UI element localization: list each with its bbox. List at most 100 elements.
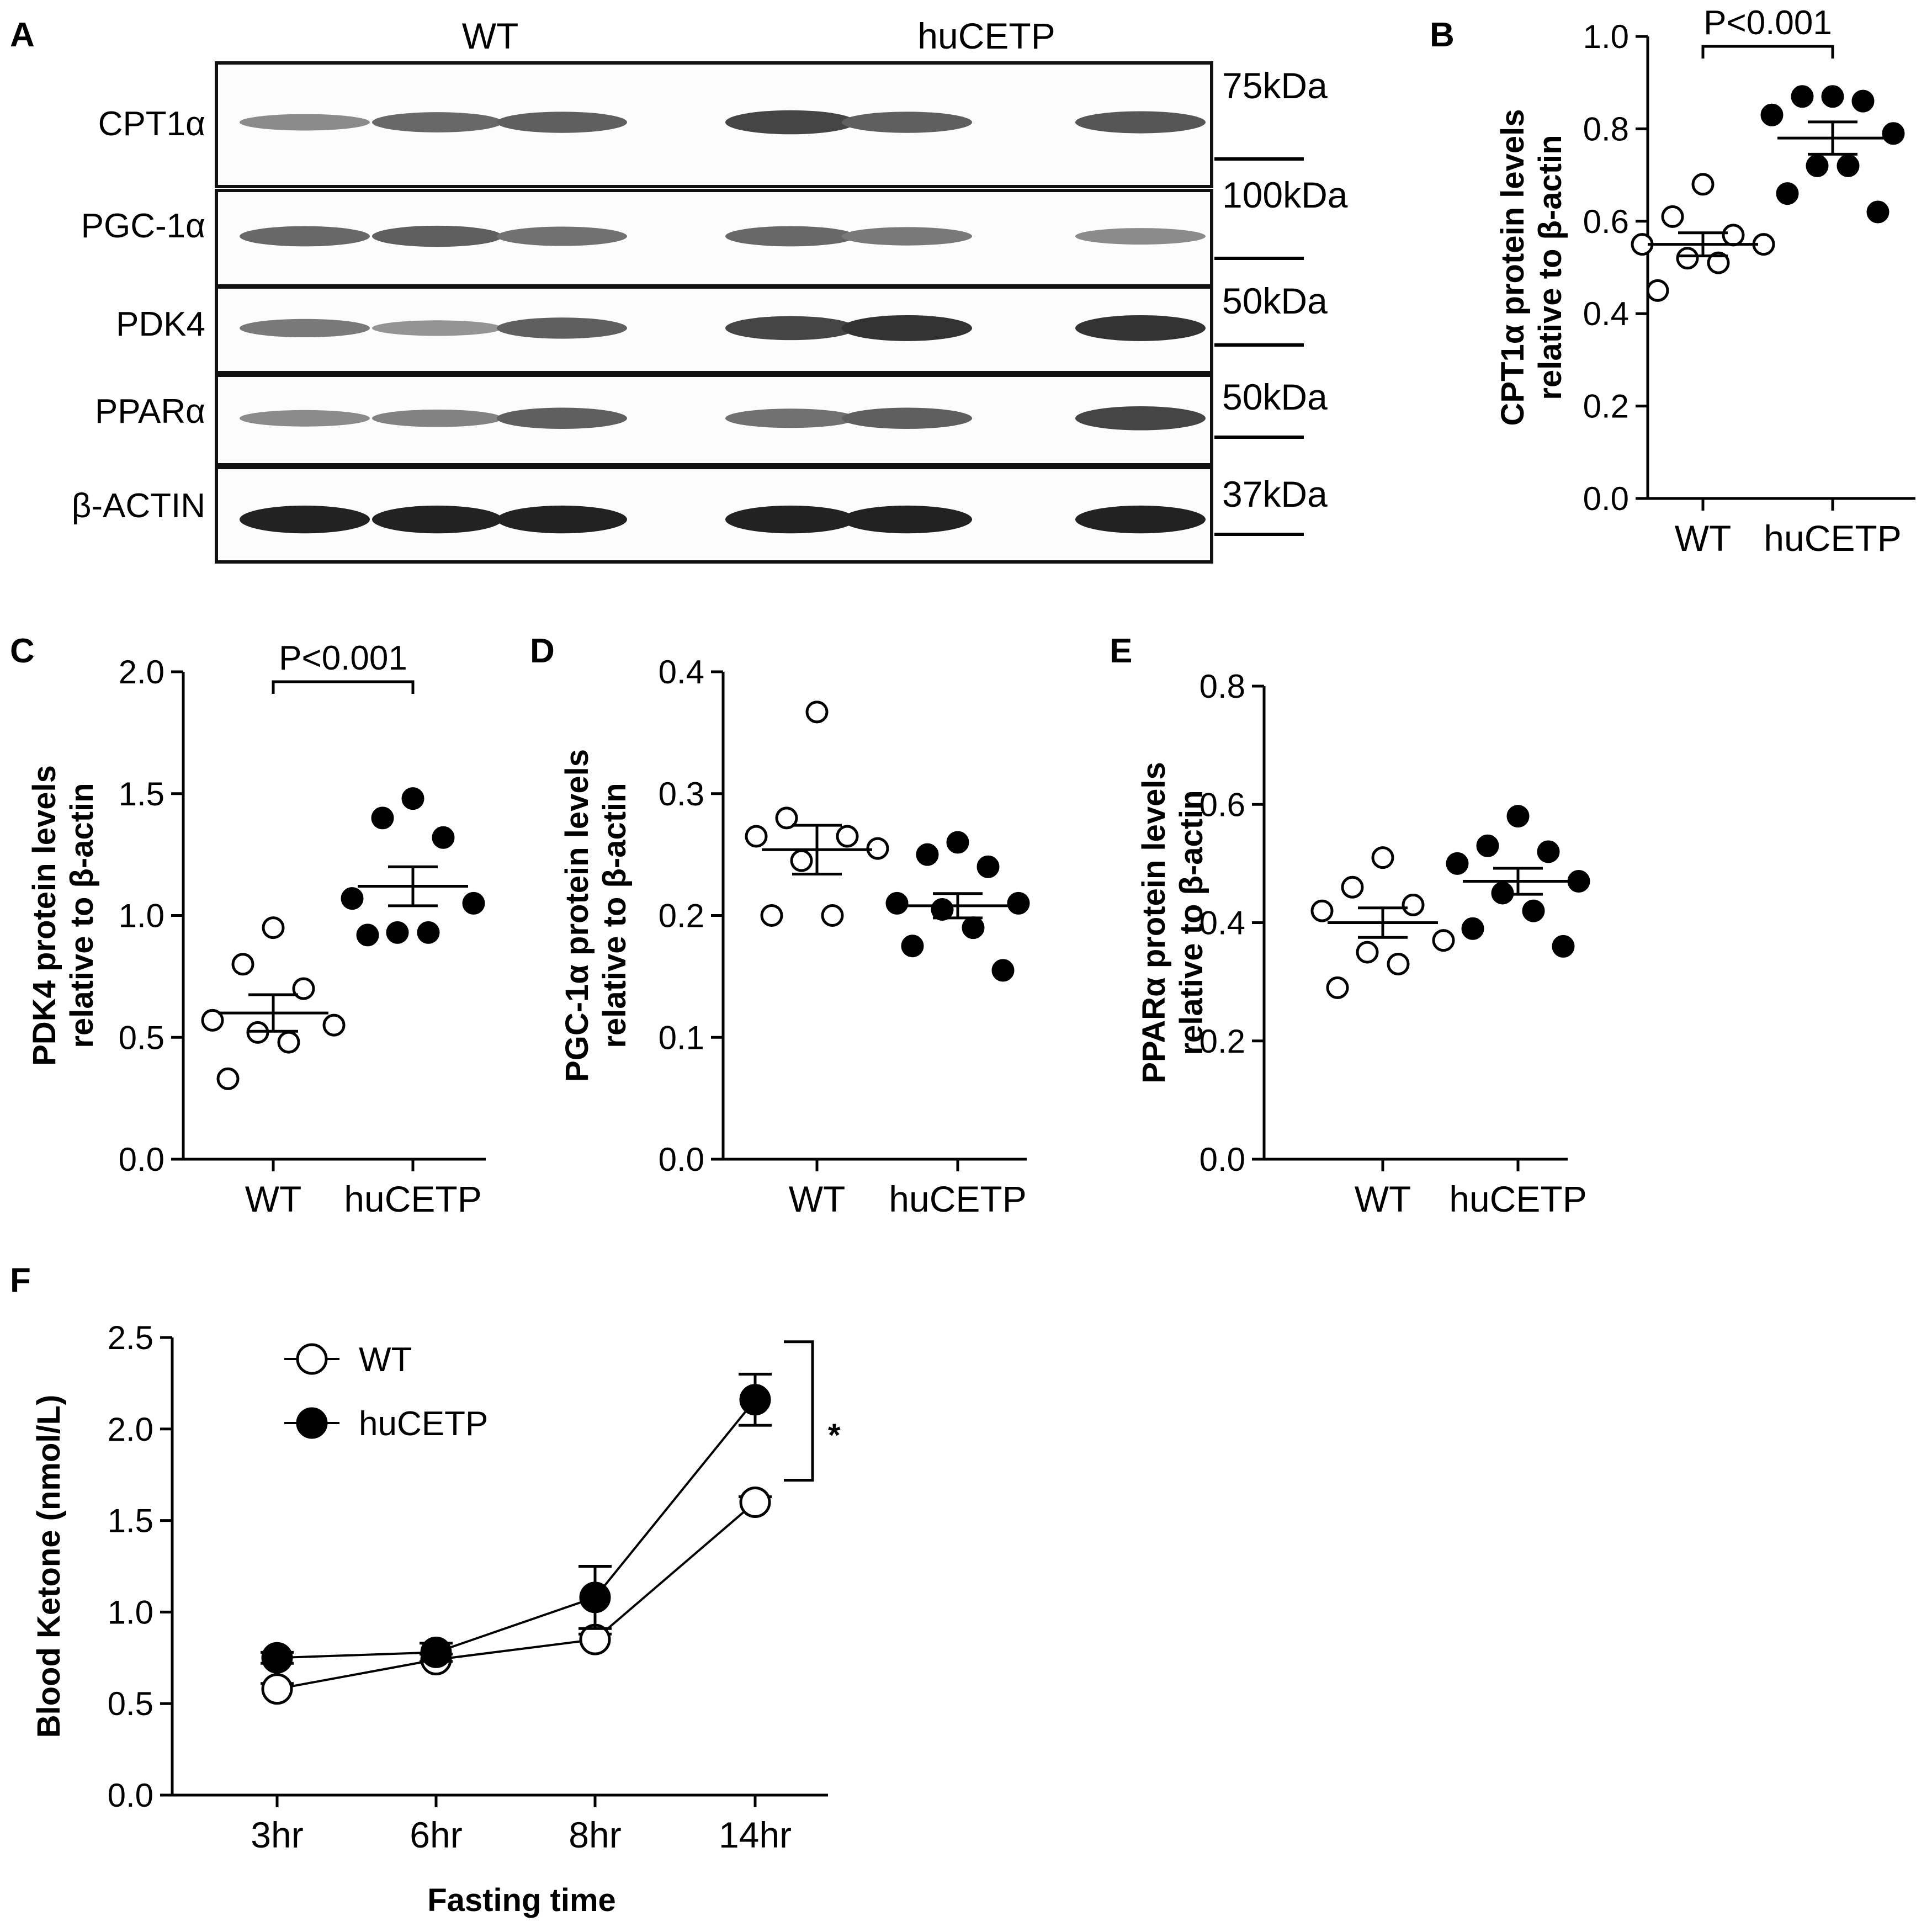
y-tick-label: 0.6 [1583, 203, 1629, 240]
hucetp-data-point [901, 935, 924, 958]
wt-data-point [775, 806, 798, 830]
y-tick-label: 0.0 [1199, 1141, 1245, 1178]
y-tick-label: 0.3 [659, 776, 704, 813]
hucetp-data-point [1760, 103, 1784, 126]
wt-data-point [1676, 247, 1699, 270]
blot-group-label: huCETP [917, 15, 1055, 56]
blot-band [497, 317, 627, 339]
panel-letter: B [1430, 16, 1455, 54]
blot-band [1075, 228, 1206, 245]
y-tick-label: 0.0 [108, 1777, 153, 1814]
legend-marker [296, 1407, 328, 1439]
y-tick-label: 1.5 [119, 776, 164, 813]
y-tick-label: 0.8 [1583, 110, 1629, 147]
panel-e-chart: E 0.0 0.2 0.4 0.6 0.8 WT huCETP PPARα protein le… [1110, 632, 1590, 1219]
blot-row-label: CPT1α [98, 105, 205, 143]
x-category-label: huCETP [1449, 1179, 1586, 1219]
blot-row-label: PPARα [95, 392, 205, 431]
legend-label: huCETP [359, 1405, 488, 1443]
hucetp-data-point [1461, 917, 1484, 940]
wt-data-point [805, 700, 829, 724]
panel-d-chart: D 0.0 0.1 0.2 0.3 0.4 WT huCETP PGC-1α protein l… [530, 632, 1030, 1219]
wt-data-point [1646, 279, 1669, 302]
blot-band [725, 316, 856, 341]
hucetp-data-point [1866, 200, 1889, 224]
panel-letter: E [1110, 632, 1132, 670]
hucetp-data-point [386, 921, 409, 944]
blot-band [497, 505, 627, 534]
blot-band [240, 410, 370, 427]
hucetp-data-point [1837, 154, 1860, 177]
wt-data-point [1356, 941, 1379, 964]
blot-band [725, 110, 856, 135]
blot-band [240, 505, 370, 534]
hucetp-data-point [579, 1581, 611, 1613]
panel-letter: C [10, 632, 35, 670]
panel-letter: F [10, 1261, 31, 1299]
hucetp-data-point [1537, 840, 1560, 863]
hucetp-data-point [401, 787, 424, 810]
x-category-label: WT [245, 1179, 302, 1219]
hucetp-data-point [946, 831, 969, 854]
p-value-label: P<0.001 [1703, 4, 1832, 42]
y-tick-label: 1.5 [108, 1503, 153, 1540]
blot-band [240, 226, 370, 247]
hucetp-data-point [1007, 891, 1030, 915]
hucetp-series-line [277, 1399, 756, 1659]
blot-row-label: β-ACTIN [72, 487, 205, 525]
hucetp-data-point [1806, 154, 1829, 177]
blot-strip [215, 374, 1213, 466]
significance-asterisk: * [828, 1418, 841, 1453]
hucetp-data-point [1851, 89, 1875, 113]
y-tick-label: 0.4 [659, 654, 704, 691]
blot-band [725, 408, 856, 428]
hucetp-data-point [1522, 899, 1545, 922]
wt-data-point [1722, 224, 1745, 247]
panel-a-letter: A [10, 16, 35, 54]
y-axis-label-line2: relative to β-actin [1532, 135, 1568, 400]
x-tick-label: 6hr [410, 1814, 462, 1855]
x-tick-label: 8hr [569, 1814, 621, 1855]
hucetp-data-point [420, 1636, 452, 1668]
y-axis-label-line1: PPARα protein levels [1136, 762, 1172, 1084]
blot-kda-label: 75kDa [1222, 65, 1328, 106]
blot-kda-label: 50kDa [1222, 280, 1328, 321]
blot-kda-label: 50kDa [1222, 376, 1328, 417]
hucetp-data-point [1882, 122, 1905, 145]
blot-band [1075, 111, 1206, 134]
hucetp-data-point [432, 826, 455, 849]
hucetp-data-point [739, 1384, 771, 1416]
y-tick-label: 0.5 [119, 1019, 164, 1056]
wt-data-point [216, 1067, 240, 1090]
hucetp-data-point [1476, 834, 1499, 857]
hucetp-data-point [1552, 935, 1575, 958]
y-tick-label: 0.4 [1583, 295, 1629, 332]
hucetp-data-point [962, 916, 985, 940]
blot-band [725, 226, 856, 247]
blot-band [240, 114, 370, 131]
y-axis-label-line1: PDK4 protein levels [26, 765, 62, 1066]
wt-data-point [1402, 893, 1425, 916]
wt-data-point [1326, 976, 1349, 999]
x-category-label: huCETP [1764, 518, 1901, 559]
wt-data-point [201, 1009, 224, 1032]
wt-data-point [1310, 899, 1334, 922]
blot-band [1075, 406, 1206, 431]
x-axis-label: Fasting time [427, 1882, 616, 1918]
y-tick-label: 0.5 [108, 1685, 153, 1722]
panel-a-western-blot: WT huCETP CPT1α 75kDa PGC-1α 100kDa PDK4 50kDa P… [72, 15, 1348, 564]
y-tick-label: 0.2 [1199, 1023, 1245, 1060]
blot-group-label: WT [462, 15, 519, 56]
wt-data-point [1371, 846, 1394, 869]
blot-band [842, 315, 972, 341]
hucetp-data-point [976, 855, 1000, 878]
y-tick-label: 1.0 [108, 1594, 153, 1631]
y-axis-label-line2: relative to β-actin [597, 783, 633, 1048]
blot-kda-label: 37kDa [1222, 474, 1328, 514]
x-category-label: huCETP [344, 1179, 481, 1219]
wt-data-point [1432, 929, 1455, 952]
blot-band [372, 320, 502, 336]
hucetp-data-point [1506, 805, 1530, 828]
hucetp-data-point [991, 959, 1015, 982]
